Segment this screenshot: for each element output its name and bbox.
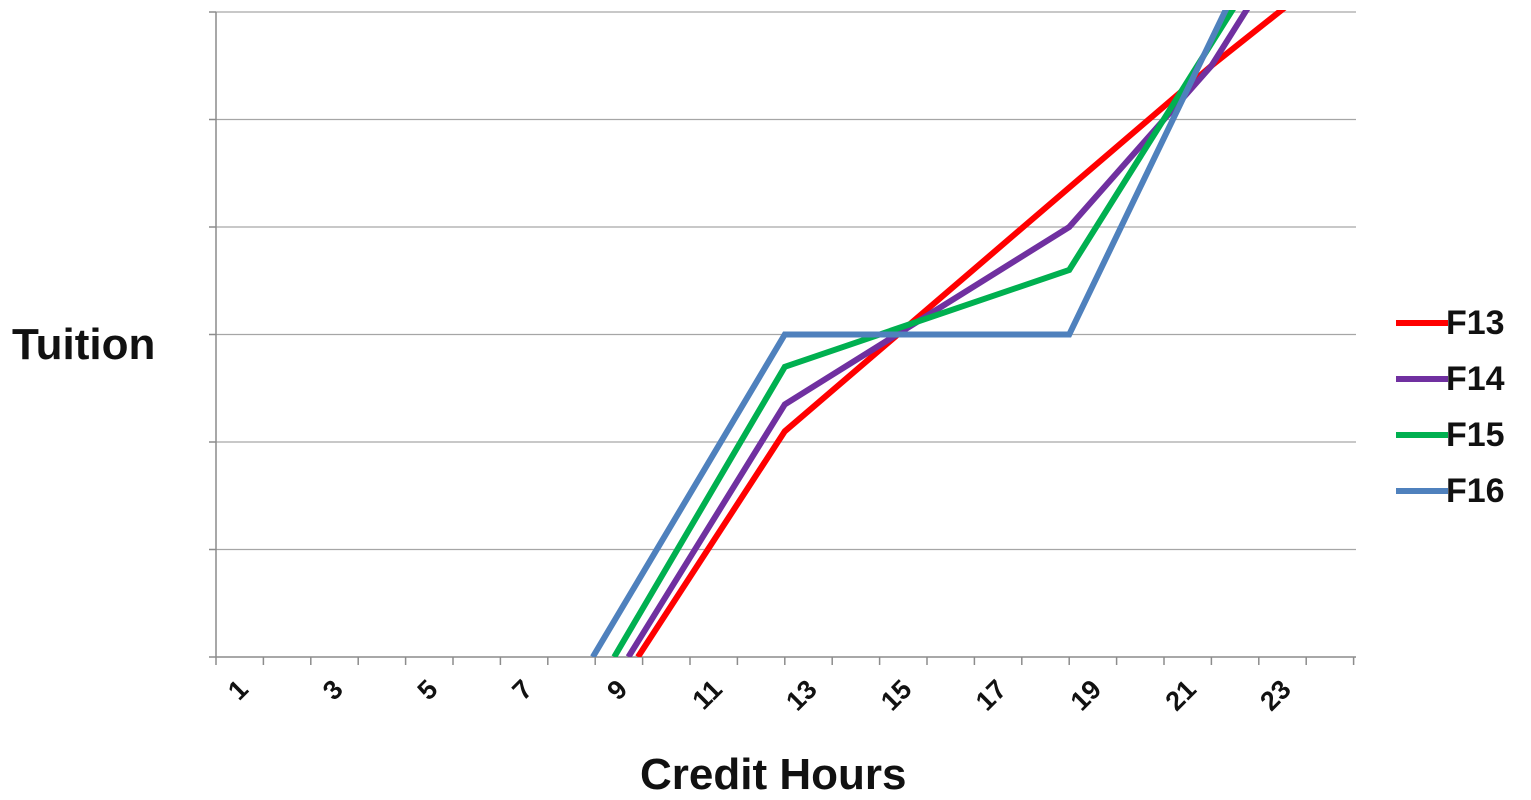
legend-label-f15: F15	[1446, 416, 1505, 454]
series-line-f13	[635, 10, 1287, 657]
legend-item-f14: F14	[1394, 358, 1529, 414]
x-tick-label: 9	[601, 674, 633, 706]
legend-label-f13: F13	[1446, 304, 1505, 342]
series-lines	[590, 10, 1287, 657]
x-tick-label: 23	[1254, 674, 1296, 716]
x-tick-label: 15	[875, 674, 917, 716]
x-tick-label: 1	[222, 674, 254, 706]
x-tick-label: 5	[412, 674, 444, 706]
legend-item-f13: F13	[1394, 302, 1529, 358]
legend-label-f14: F14	[1446, 360, 1505, 398]
x-tick-labels: 1 3 5 7 9 11 13 15 17 19 21 23	[222, 674, 1297, 716]
series-line-f15	[611, 10, 1236, 657]
legend-swatch-f14	[1396, 376, 1448, 382]
series-line-f14	[625, 10, 1251, 657]
legend: F13 F14 F15 F16	[1394, 302, 1529, 526]
x-axis-ticks	[215, 657, 1355, 665]
legend-item-f15: F15	[1394, 414, 1529, 470]
legend-swatch-f16	[1396, 488, 1448, 494]
x-axis-title: Credit Hours	[640, 750, 907, 799]
legend-label-f16: F16	[1446, 472, 1505, 510]
x-tick-label: 17	[970, 674, 1012, 716]
series-line-f16	[590, 10, 1230, 657]
x-tick-label: 11	[687, 674, 728, 715]
x-tick-label: 7	[507, 674, 539, 706]
x-tick-label: 21	[1159, 674, 1201, 716]
x-tick-label: 13	[780, 674, 822, 716]
x-tick-label: 19	[1065, 674, 1107, 716]
x-tick-label: 3	[317, 674, 349, 706]
legend-swatch-f15	[1396, 432, 1448, 438]
legend-swatch-f13	[1396, 320, 1448, 326]
legend-item-f16: F16	[1394, 470, 1529, 526]
y-axis-title: Tuition	[12, 320, 156, 369]
